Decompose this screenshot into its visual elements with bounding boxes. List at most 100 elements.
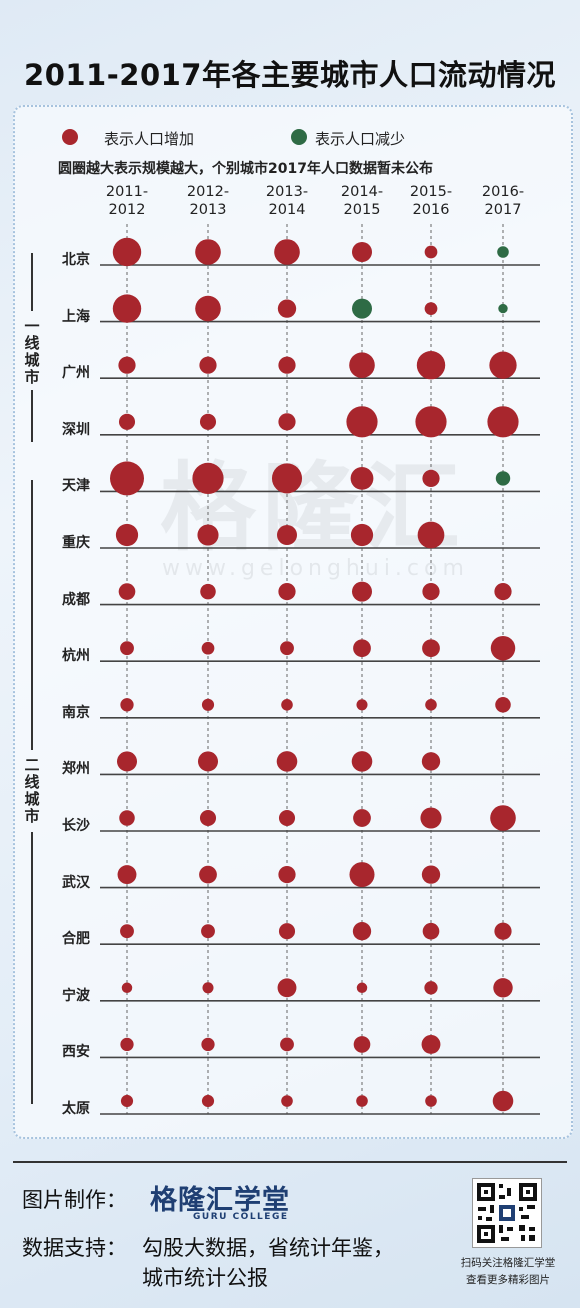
tier1-line-top — [31, 253, 33, 311]
bubble-太原-5 — [425, 1095, 437, 1107]
chart-note: 圆圈越大表示规模越大，个别城市2017年人口数据暂未公布 — [58, 161, 433, 177]
bubble-合肥-1 — [120, 924, 134, 939]
city-label: 太原 — [62, 1101, 90, 1117]
bubble-长沙-3 — [278, 809, 296, 827]
bubble-成都-2 — [200, 583, 216, 600]
city-label: 北京 — [62, 252, 90, 268]
bubble-郑州-2 — [198, 751, 218, 772]
city-label: 广州 — [62, 365, 90, 382]
bubble-北京-4 — [352, 242, 372, 262]
bubble-宁波-6 — [493, 978, 513, 998]
bubble-武汉-1 — [117, 865, 137, 885]
column-header-4: 2014- 2015 — [340, 184, 384, 218]
bubble-杭州-6 — [490, 635, 516, 661]
bubble-太原-2 — [201, 1094, 215, 1108]
bubble-南京-3 — [281, 699, 293, 711]
city-label: 杭州 — [62, 648, 90, 665]
bubble-重庆-5 — [417, 521, 445, 549]
bubble-上海-5 — [424, 302, 438, 315]
bubble-广州-2 — [199, 356, 217, 374]
column-header-5: 2015- 2016 — [409, 184, 453, 218]
bubble-杭州-5 — [422, 639, 440, 658]
bubble-深圳-1 — [118, 413, 136, 430]
city-label: 郑州 — [62, 761, 90, 778]
qr-caption-2: 查看更多精彩图片 — [466, 1274, 550, 1286]
bubble-成都-5 — [422, 583, 440, 601]
page-title: 2011-2017年各主要城市人口流动情况 — [24, 58, 556, 92]
column-header-1: 2011- 2012 — [105, 184, 149, 218]
bubble-深圳-3 — [278, 413, 296, 431]
tier2-line-bottom — [31, 832, 33, 1104]
bubble-天津-2 — [192, 462, 224, 494]
bubble-太原-4 — [356, 1095, 368, 1107]
city-label: 长沙 — [62, 818, 90, 834]
bubble-上海-4 — [352, 298, 372, 319]
bubble-天津-6 — [495, 471, 511, 486]
city-label: 重庆 — [62, 535, 90, 551]
bubble-长沙-1 — [119, 810, 135, 826]
bubble-西安-3 — [280, 1037, 294, 1052]
bubble-天津-5 — [422, 469, 440, 487]
watermark-url: www.gelonghui.com — [162, 556, 469, 581]
bubble-杭州-1 — [120, 641, 134, 656]
qr-caption-1: 扫码关注格隆汇学堂 — [460, 1257, 556, 1269]
brand-subtitle: GURU COLLEGE — [193, 1212, 289, 1222]
bubble-北京-2 — [195, 239, 221, 265]
bubble-西安-1 — [120, 1037, 134, 1052]
bubble-合肥-6 — [494, 922, 512, 940]
bubble-广州-6 — [489, 351, 517, 379]
bubble-长沙-6 — [490, 805, 516, 831]
bubble-成都-6 — [494, 583, 512, 601]
bubble-武汉-2 — [199, 865, 217, 884]
bubble-广州-1 — [118, 356, 136, 374]
bubble-太原-1 — [120, 1094, 134, 1108]
bubble-深圳-4 — [346, 406, 378, 438]
chart-panel — [13, 105, 573, 1139]
bubble-南京-2 — [201, 698, 215, 711]
bubble-深圳-5 — [415, 406, 447, 438]
bubble-合肥-2 — [201, 924, 215, 939]
bubble-武汉-5 — [421, 865, 441, 884]
bubble-深圳-2 — [199, 413, 217, 430]
tier2-label: 二线城市 — [24, 756, 40, 825]
city-label: 上海 — [62, 308, 90, 325]
bubble-上海-1 — [112, 294, 142, 323]
bubble-宁波-5 — [424, 981, 438, 995]
column-header-6: 2016- 2017 — [481, 184, 525, 218]
bubble-郑州-1 — [117, 751, 137, 772]
bubble-西安-2 — [201, 1037, 215, 1052]
bubble-重庆-4 — [350, 523, 374, 547]
bubble-广州-4 — [349, 352, 375, 379]
source-line2: 城市统计公报 — [142, 1266, 268, 1290]
bubble-南京-4 — [356, 699, 368, 711]
bubble-北京-3 — [274, 239, 300, 265]
maker-label: 图片制作： — [22, 1188, 127, 1212]
city-label: 西安 — [62, 1044, 90, 1061]
bubble-杭州-2 — [201, 641, 215, 655]
bubble-重庆-3 — [277, 525, 297, 545]
bubble-合肥-5 — [422, 922, 440, 940]
bubble-广州-5 — [416, 351, 446, 380]
legend-decrease-label: 表示人口减少 — [315, 130, 406, 148]
bubble-上海-2 — [195, 295, 221, 322]
source-line1: 勾股大数据，省统计年鉴， — [142, 1236, 394, 1260]
bubble-长沙-2 — [199, 809, 217, 827]
bubble-天津-4 — [350, 467, 374, 490]
footer-divider — [13, 1161, 567, 1163]
bubble-南京-6 — [495, 697, 511, 713]
city-label: 南京 — [62, 704, 90, 721]
qr-code-icon[interactable] — [472, 1178, 542, 1248]
bubble-上海-3 — [277, 299, 297, 318]
bubble-合肥-3 — [278, 923, 296, 940]
bubble-杭州-4 — [353, 639, 371, 658]
bubble-成都-1 — [118, 583, 136, 600]
bubble-北京-5 — [424, 245, 438, 259]
bubble-郑州-3 — [276, 751, 298, 772]
bubble-成都-4 — [352, 581, 372, 602]
bubble-南京-5 — [425, 699, 437, 711]
city-label: 深圳 — [62, 421, 90, 438]
bubble-郑州-4 — [351, 751, 373, 772]
bubble-上海-6 — [498, 303, 508, 314]
bubble-宁波-2 — [202, 982, 214, 994]
city-label: 成都 — [62, 591, 90, 608]
